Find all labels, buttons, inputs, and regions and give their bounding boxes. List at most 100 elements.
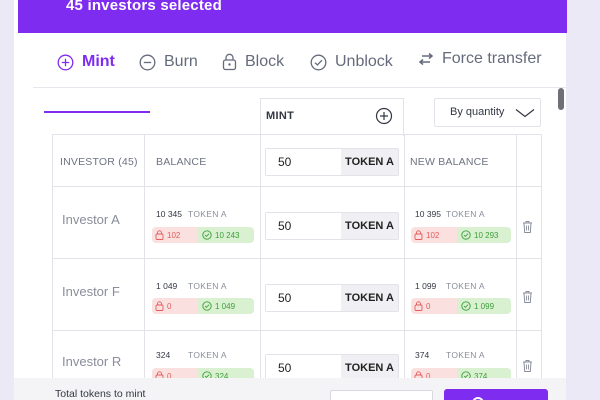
mint-suffix: TOKEN A xyxy=(341,285,398,311)
locked-value: 0 xyxy=(167,301,172,311)
tab-unblock-label: Unblock xyxy=(335,53,393,70)
balance-token: TOKEN A xyxy=(188,350,227,360)
mint-input[interactable]: 50 TOKEN A xyxy=(265,284,399,312)
balance-column-header: BALANCE xyxy=(156,156,207,168)
row-divider xyxy=(52,186,541,187)
mint-column-label: MINT xyxy=(266,110,295,122)
new-free-value: 374 xyxy=(474,371,488,381)
balance-amount: 10 345 xyxy=(156,209,182,219)
investor-name: Investor A xyxy=(62,212,120,227)
locked-value: 0 xyxy=(167,371,172,381)
free-value: 1 049 xyxy=(215,301,236,311)
trash-icon[interactable] xyxy=(522,290,533,304)
sort-select-value: By quantity xyxy=(450,106,505,118)
lock-icon xyxy=(155,301,164,311)
tab-mint-label: Mint xyxy=(82,53,115,70)
new-locked-value: 0 xyxy=(426,371,431,381)
mint-input[interactable]: 50 TOKEN A xyxy=(265,212,399,240)
new-balance-breakdown: 102 10 293 xyxy=(411,227,511,243)
mint-all-value[interactable]: 50 xyxy=(266,149,341,175)
free-value: 324 xyxy=(215,371,229,381)
new-balance-column-header: NEW BALANCE xyxy=(410,156,489,168)
free-amount: 10 243 xyxy=(198,227,254,243)
check-circle-icon xyxy=(202,230,212,240)
column-divider xyxy=(541,134,542,400)
investor-name: Investor F xyxy=(62,284,120,299)
mint-input[interactable]: 50 TOKEN A xyxy=(265,354,399,382)
new-free-amount: 1 099 xyxy=(457,298,511,314)
tab-burn-label: Burn xyxy=(164,53,198,70)
lock-icon xyxy=(222,53,237,71)
column-divider xyxy=(260,134,261,400)
free-amount: 1 049 xyxy=(198,298,254,314)
tab-unblock[interactable]: Unblock xyxy=(310,50,393,74)
column-divider xyxy=(404,134,405,400)
locked-amount: 102 xyxy=(152,227,198,243)
confirm-mint-button[interactable] xyxy=(444,389,548,400)
tab-force-transfer-label: Force transfer xyxy=(442,50,542,67)
check-circle-icon xyxy=(202,301,212,311)
check-circle-icon xyxy=(461,230,471,240)
investors-table xyxy=(52,134,541,400)
total-tokens-label: Total tokens to mint xyxy=(55,388,146,400)
new-balance-token: TOKEN A xyxy=(446,281,485,291)
new-balance-amount: 374 xyxy=(415,350,430,360)
mint-suffix: TOKEN A xyxy=(341,213,398,239)
mint-suffix: TOKEN A xyxy=(341,355,398,381)
new-locked-amount: 102 xyxy=(411,227,457,243)
balance-token: TOKEN A xyxy=(188,281,227,291)
check-circle-icon xyxy=(310,54,327,70)
total-tokens-field xyxy=(330,390,433,400)
action-tabs: Mint Burn Block Unblock Force transfer xyxy=(0,50,600,74)
balance-amount: 1 049 xyxy=(156,281,178,291)
selection-count-text: 45 investors selected xyxy=(66,0,222,14)
mint-panel xyxy=(14,0,566,400)
tab-block[interactable]: Block xyxy=(222,50,284,74)
search-underline[interactable] xyxy=(44,111,150,113)
locked-amount: 0 xyxy=(152,298,198,314)
new-locked-value: 102 xyxy=(426,230,440,240)
new-balance-breakdown: 0 1 099 xyxy=(411,298,511,314)
new-free-value: 1 099 xyxy=(474,301,495,311)
mint-all-input[interactable]: 50 TOKEN A xyxy=(265,148,399,176)
tab-burn[interactable]: Burn xyxy=(139,50,198,74)
new-locked-value: 0 xyxy=(426,301,431,311)
new-free-amount: 10 293 xyxy=(457,227,511,243)
trash-icon[interactable] xyxy=(522,220,533,234)
tab-force-transfer[interactable]: Force transfer xyxy=(418,47,542,71)
mint-all-suffix: TOKEN A xyxy=(341,149,398,175)
new-balance-token: TOKEN A xyxy=(446,209,485,219)
mint-column-header xyxy=(260,98,404,136)
investor-column-header: INVESTOR (45) xyxy=(60,156,138,168)
add-mint-icon[interactable] xyxy=(375,107,393,125)
transfer-arrows-icon xyxy=(418,52,434,66)
mint-value[interactable]: 50 xyxy=(266,213,341,239)
check-circle-icon xyxy=(461,301,471,311)
mint-value[interactable]: 50 xyxy=(266,355,341,381)
tabs-divider xyxy=(33,87,566,88)
trash-icon[interactable] xyxy=(522,359,533,373)
lock-icon xyxy=(155,230,164,240)
new-balance-amount: 10 395 xyxy=(415,209,441,219)
column-divider xyxy=(516,134,517,400)
balance-token: TOKEN A xyxy=(188,209,227,219)
new-locked-amount: 0 xyxy=(411,298,457,314)
lock-icon xyxy=(414,301,423,311)
tab-block-label: Block xyxy=(245,53,285,70)
locked-value: 102 xyxy=(167,230,181,240)
chevron-down-icon xyxy=(515,109,535,118)
selection-banner: 45 investors selected xyxy=(18,0,567,33)
mint-value[interactable]: 50 xyxy=(266,285,341,311)
new-balance-amount: 1 099 xyxy=(415,281,437,291)
lock-icon xyxy=(414,230,423,240)
new-balance-token: TOKEN A xyxy=(446,350,485,360)
minus-circle-icon xyxy=(139,54,156,70)
tab-mint[interactable]: Mint xyxy=(57,50,115,74)
scrollbar-thumb[interactable] xyxy=(558,88,564,110)
balance-amount: 324 xyxy=(156,350,171,360)
balance-breakdown: 0 1 049 xyxy=(152,298,254,314)
plus-circle-icon xyxy=(57,54,74,70)
sort-select[interactable]: By quantity xyxy=(434,98,541,127)
free-value: 10 243 xyxy=(215,230,240,240)
investor-name: Investor R xyxy=(62,354,122,369)
